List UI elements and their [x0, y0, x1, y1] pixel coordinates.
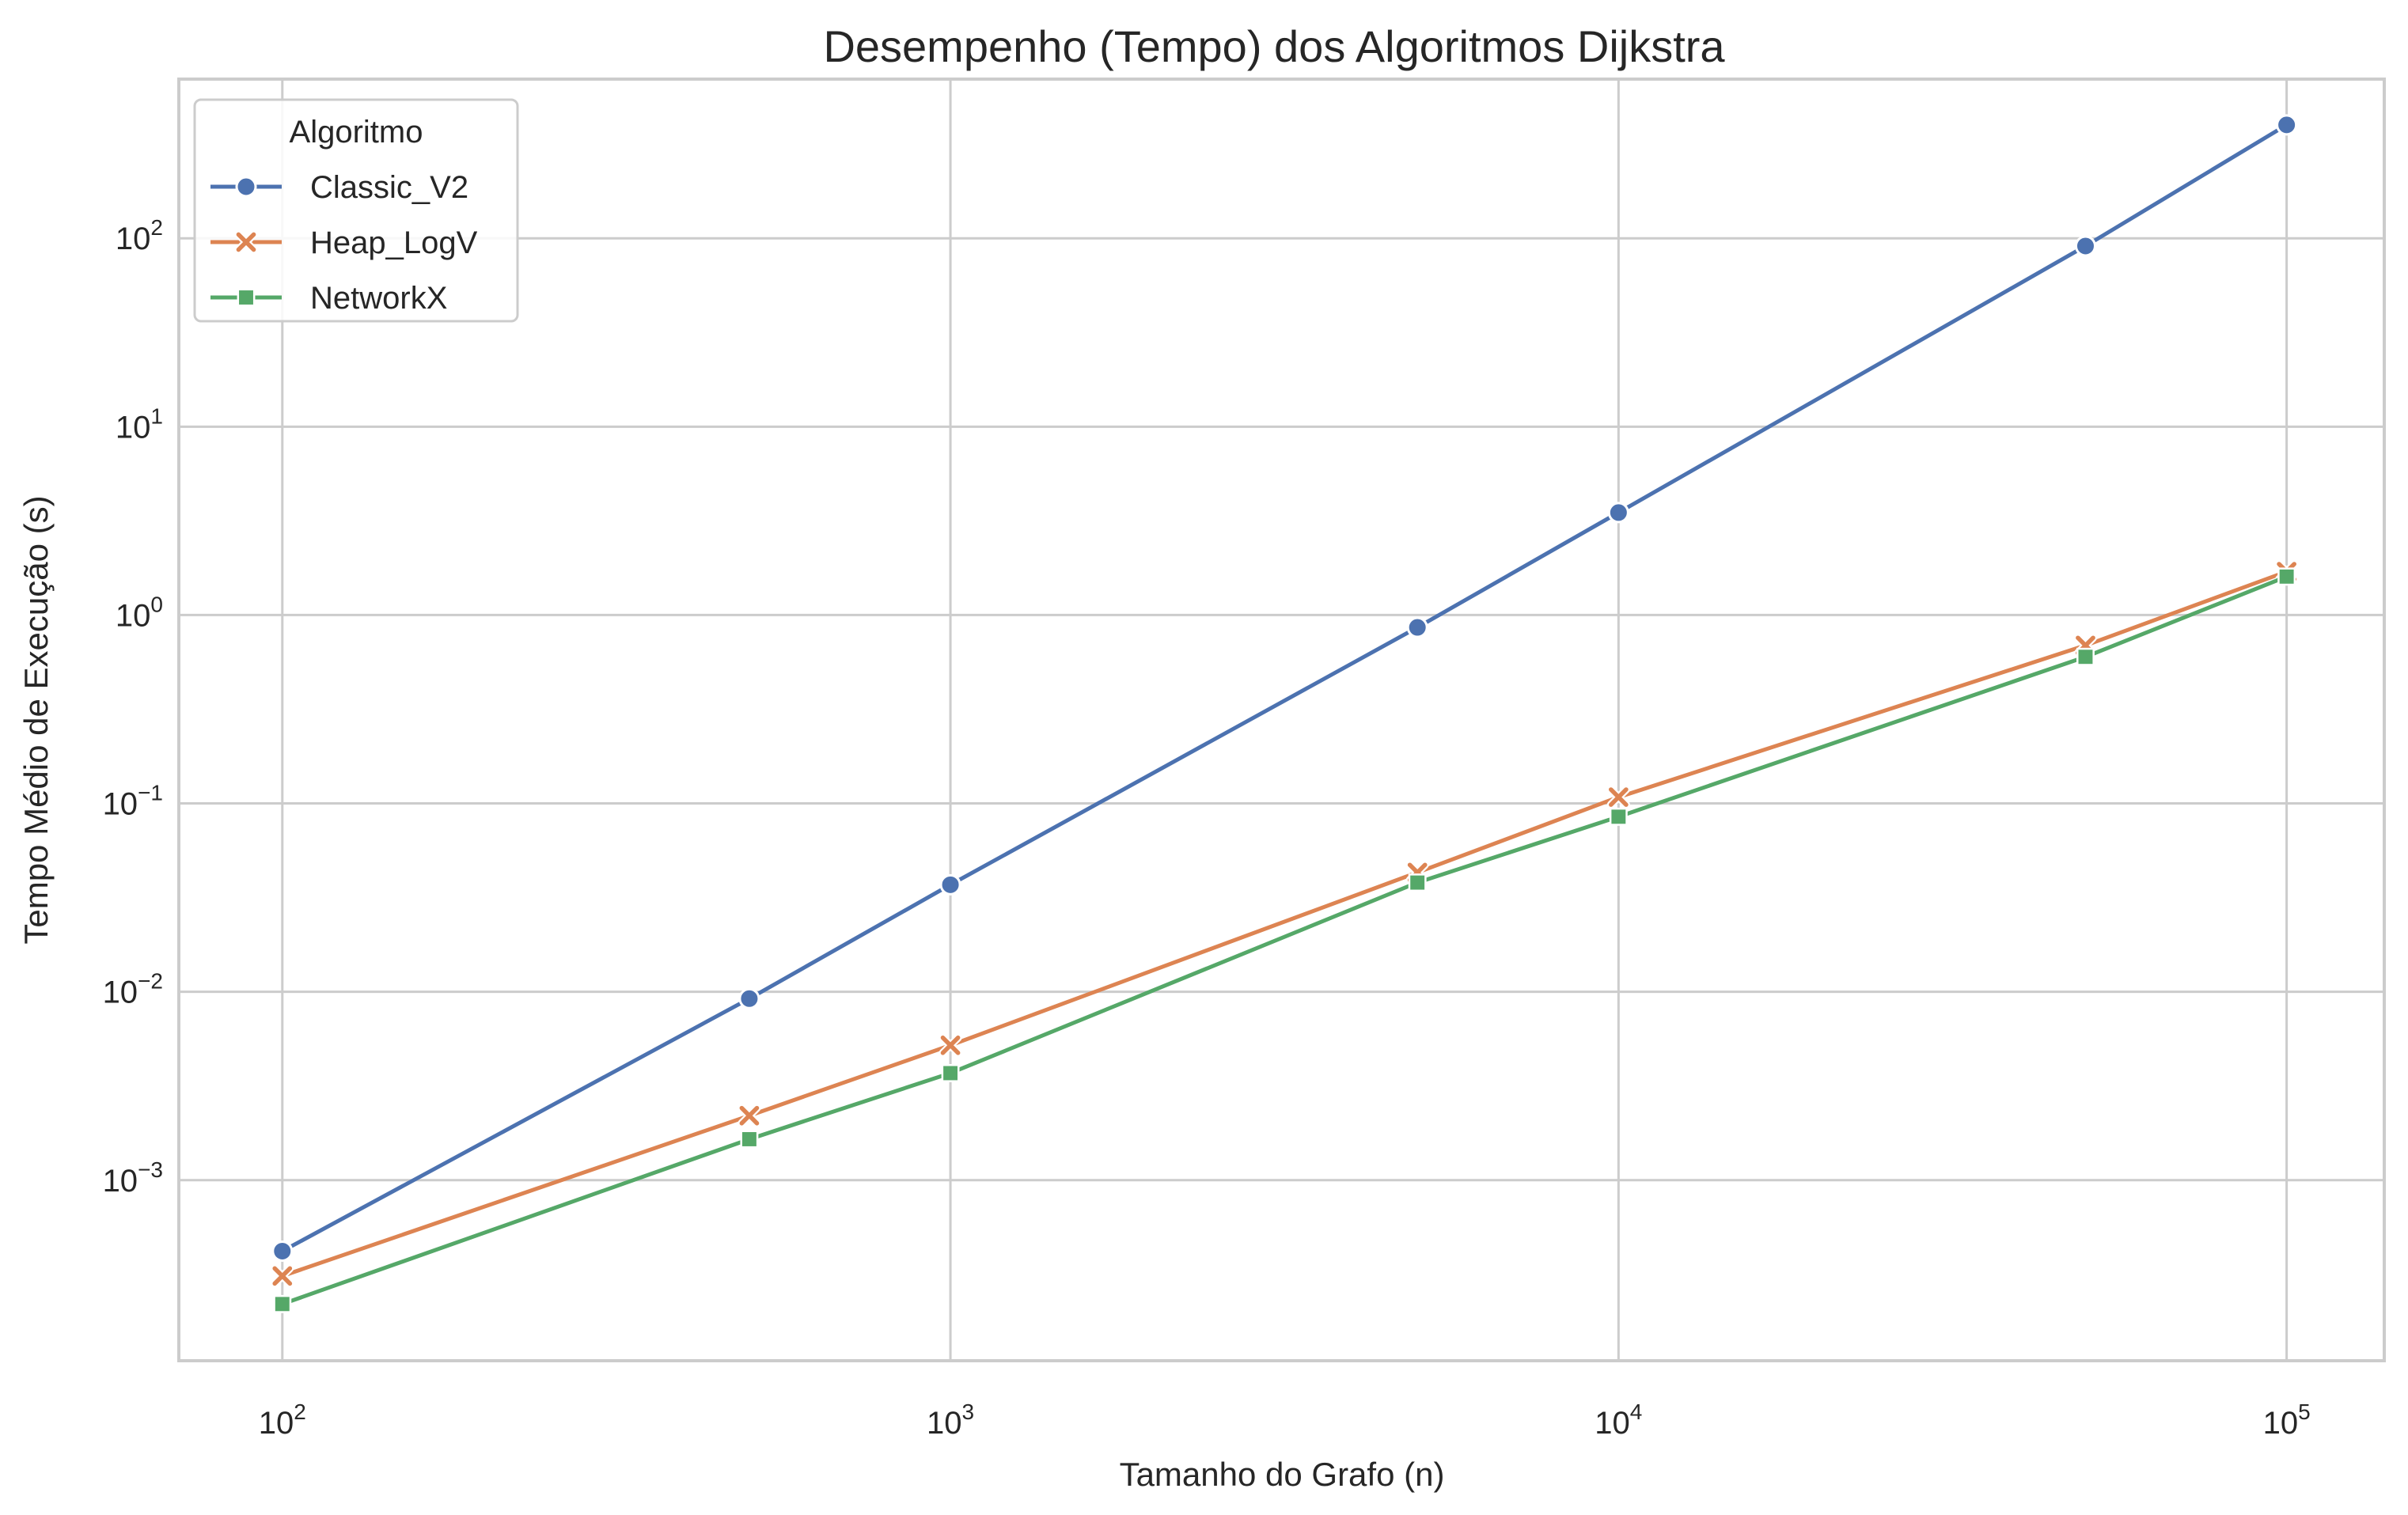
y-tick-exponent: −2 — [138, 969, 163, 994]
x-tick-base: 10 — [2263, 1406, 2299, 1441]
data-point — [2276, 114, 2298, 136]
x-axis-label: Tamanho do Grafo (n) — [1120, 1456, 1445, 1493]
x-tick-base: 10 — [927, 1406, 962, 1441]
y-tick-exponent: 0 — [150, 592, 163, 616]
y-tick-exponent: 2 — [150, 215, 163, 240]
x-tick-label: 105 — [2263, 1399, 2311, 1441]
y-tick-label: 101 — [116, 403, 163, 445]
y-tick-exponent: −1 — [138, 781, 163, 805]
data-point — [273, 1294, 292, 1313]
data-point — [1606, 785, 1630, 809]
legend-label: Classic_V2 — [310, 170, 468, 205]
data-point — [2277, 567, 2296, 586]
y-tick-label: 10−2 — [103, 969, 163, 1010]
y-tick-base: 10 — [116, 598, 151, 633]
legend: Algoritmo Classic_V2 Heap_LogV NetworkX — [193, 98, 519, 323]
data-point — [1406, 616, 1428, 638]
data-point — [2076, 647, 2095, 666]
x-axis-ticks: 102 103 104 105 — [259, 1399, 2311, 1441]
y-tick-base: 10 — [116, 222, 151, 256]
data-point — [941, 1064, 960, 1082]
legend-box — [193, 98, 519, 323]
series-classic-v2 — [271, 114, 2298, 1262]
data-point — [2074, 235, 2096, 257]
x-tick-label: 104 — [1595, 1399, 1642, 1441]
legend-entry: NetworkX — [210, 281, 447, 316]
y-axis-label: Tempo Médio de Execução (s) — [17, 495, 55, 944]
x-tick-base: 10 — [1595, 1406, 1630, 1441]
series-line — [281, 570, 2288, 1278]
legend-marker — [235, 176, 257, 198]
series-heap-logv — [271, 559, 2299, 1288]
data-point — [271, 1264, 294, 1288]
y-tick-base: 10 — [103, 975, 138, 1010]
series-lines — [271, 114, 2299, 1313]
data-point — [738, 987, 760, 1009]
x-tick-exponent: 5 — [2298, 1399, 2311, 1424]
data-point — [1408, 873, 1427, 892]
x-tick-exponent: 2 — [294, 1399, 306, 1424]
data-point — [1607, 502, 1629, 524]
grid — [179, 79, 2384, 1361]
plot-frame — [177, 78, 2386, 1362]
y-tick-label: 102 — [116, 215, 163, 256]
legend-marker — [237, 288, 256, 307]
legend-entry: Classic_V2 — [210, 170, 468, 205]
series-networkx — [273, 567, 2296, 1313]
legend-entries: Classic_V2 Heap_LogV NetworkX — [210, 170, 478, 316]
y-tick-base: 10 — [116, 410, 151, 445]
x-tick-label: 102 — [259, 1399, 306, 1441]
data-point — [939, 1033, 962, 1057]
y-tick-base: 10 — [103, 787, 138, 822]
x-tick-exponent: 3 — [962, 1399, 975, 1424]
y-tick-base: 10 — [103, 1164, 138, 1199]
data-point — [939, 873, 961, 896]
data-point — [271, 1240, 294, 1262]
legend-label: Heap_LogV — [310, 225, 478, 260]
data-point — [740, 1130, 759, 1149]
series-line — [281, 123, 2288, 1253]
legend-entry: Heap_LogV — [210, 225, 478, 260]
y-tick-exponent: −3 — [138, 1157, 163, 1182]
series-line — [281, 574, 2288, 1306]
data-point — [1609, 807, 1628, 826]
y-tick-label: 10−3 — [103, 1157, 163, 1199]
y-tick-label: 10−1 — [103, 781, 163, 822]
x-tick-label: 103 — [927, 1399, 974, 1441]
data-point — [738, 1104, 761, 1127]
y-tick-exponent: 1 — [150, 403, 163, 428]
chart-title: Desempenho (Tempo) dos Algoritmos Dijkst… — [823, 21, 1725, 71]
y-tick-label: 100 — [116, 592, 163, 633]
x-tick-exponent: 4 — [1630, 1399, 1643, 1424]
x-tick-base: 10 — [259, 1406, 294, 1441]
legend-label: NetworkX — [310, 281, 447, 316]
legend-title: Algoritmo — [290, 115, 423, 150]
legend-marker — [234, 230, 258, 254]
